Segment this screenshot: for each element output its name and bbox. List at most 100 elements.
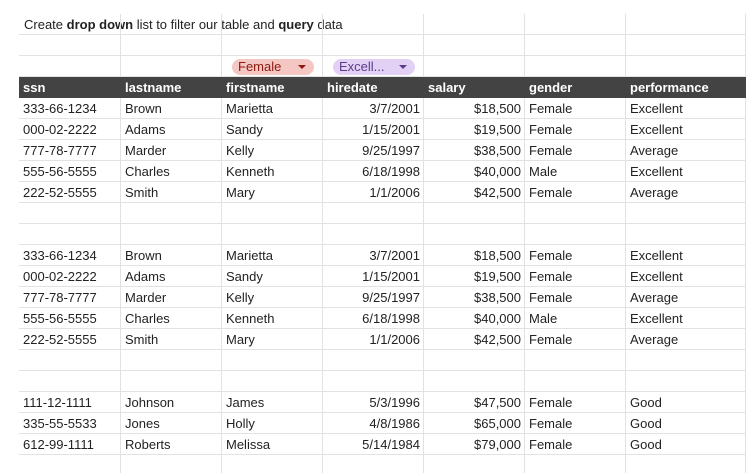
grid-cell: [121, 140, 222, 161]
table-cell: 333-66-1234: [23, 101, 97, 116]
grid-cell: [323, 77, 424, 98]
grid-cell: [19, 203, 121, 224]
grid-cell: [525, 161, 626, 182]
table-cell: 333-66-1234: [23, 248, 97, 263]
table-cell: 1/15/2001: [362, 122, 420, 137]
grid-cell: [19, 266, 121, 287]
grid-cell: [424, 371, 525, 392]
grid-cell: [323, 161, 424, 182]
grid-cell: [222, 392, 323, 413]
grid-cell: [222, 161, 323, 182]
grid-cell: [525, 98, 626, 119]
grid-cell: [626, 455, 746, 473]
grid-cell: [424, 35, 525, 56]
grid-cell: [323, 350, 424, 371]
grid-cell: [525, 35, 626, 56]
grid-cell: [323, 434, 424, 455]
filter-dropdown[interactable]: Female: [232, 59, 314, 75]
grid-cell: [121, 266, 222, 287]
table-cell: Charles: [125, 311, 170, 326]
grid-cell: [626, 56, 746, 77]
grid-cell: [222, 266, 323, 287]
table-cell: Excellent: [630, 101, 683, 116]
note: Create drop down list to filter our tabl…: [24, 14, 343, 35]
table-cell: Female: [529, 122, 573, 137]
grid-cell: [525, 266, 626, 287]
table-cell: Female: [529, 248, 573, 263]
grid-cell: [323, 287, 424, 308]
table-cell: $65,000: [474, 416, 521, 431]
grid-cell: [323, 224, 424, 245]
table-cell: Average: [630, 290, 679, 305]
column-header: salary: [428, 80, 466, 95]
table-cell: $47,500: [474, 395, 521, 410]
grid-cell: [525, 119, 626, 140]
grid-cell: [121, 434, 222, 455]
grid-cell: [19, 98, 121, 119]
table-cell: Marder: [125, 290, 167, 305]
table-cell: Average: [630, 332, 679, 347]
grid-cell: [222, 308, 323, 329]
grid-cell: [19, 329, 121, 350]
table-cell: Excellent: [630, 164, 683, 179]
table-cell: James: [226, 395, 265, 410]
grid-cell: [626, 14, 746, 35]
table-cell: Sandy: [226, 122, 263, 137]
table-cell: Kenneth: [226, 311, 275, 326]
grid-cell: [121, 98, 222, 119]
table-cell: Roberts: [125, 437, 171, 452]
grid-cell: [121, 245, 222, 266]
grid-cell: [525, 350, 626, 371]
grid-cell: [19, 245, 121, 266]
table-cell: Excellent: [630, 311, 683, 326]
grid-cell: [19, 35, 121, 56]
table-cell: 000-02-2222: [23, 122, 97, 137]
grid-cell: [525, 413, 626, 434]
table-cell: 222-52-5555: [23, 185, 97, 200]
table-cell: $40,000: [474, 164, 521, 179]
grid-cell: [323, 182, 424, 203]
grid-cell: [323, 266, 424, 287]
grid-cell: [19, 119, 121, 140]
grid-cell: [323, 14, 424, 35]
grid-cell: [323, 455, 424, 473]
table-cell: $42,500: [474, 185, 521, 200]
grid-cell: [424, 266, 525, 287]
table-cell: 6/18/1998: [362, 311, 420, 326]
grid-cell: [525, 329, 626, 350]
grid-cell: [222, 119, 323, 140]
grid-cell: [121, 329, 222, 350]
table-cell: Female: [529, 269, 573, 284]
grid-cell: [424, 98, 525, 119]
table-cell: 555-56-5555: [23, 164, 97, 179]
grid-cell: [424, 287, 525, 308]
table-cell: 1/1/2006: [369, 185, 420, 200]
grid-cell: [525, 371, 626, 392]
table-cell: Charles: [125, 164, 170, 179]
grid-cell: [626, 350, 746, 371]
table-cell: $40,000: [474, 311, 521, 326]
grid-cell: [323, 392, 424, 413]
grid-cell: [19, 161, 121, 182]
grid-cell: [525, 434, 626, 455]
table-cell: Kelly: [226, 290, 255, 305]
note-text: query: [278, 17, 314, 32]
filter-dropdown[interactable]: Excell...: [333, 59, 415, 75]
table-cell: Smith: [125, 185, 159, 200]
table-cell: $42,500: [474, 332, 521, 347]
table-cell: $18,500: [474, 101, 521, 116]
grid-cell: [19, 140, 121, 161]
table-cell: Female: [529, 290, 573, 305]
grid-cell: [525, 140, 626, 161]
table-cell: Male: [529, 164, 558, 179]
table-cell: 1/15/2001: [362, 269, 420, 284]
table-cell: $18,500: [474, 248, 521, 263]
table-cell: Excellent: [630, 269, 683, 284]
table-cell: Good: [630, 416, 662, 431]
grid-cell: [121, 182, 222, 203]
grid-cell: [19, 56, 121, 77]
grid-cell: [121, 350, 222, 371]
note-text: data: [313, 17, 343, 32]
table-cell: Mary: [226, 185, 255, 200]
